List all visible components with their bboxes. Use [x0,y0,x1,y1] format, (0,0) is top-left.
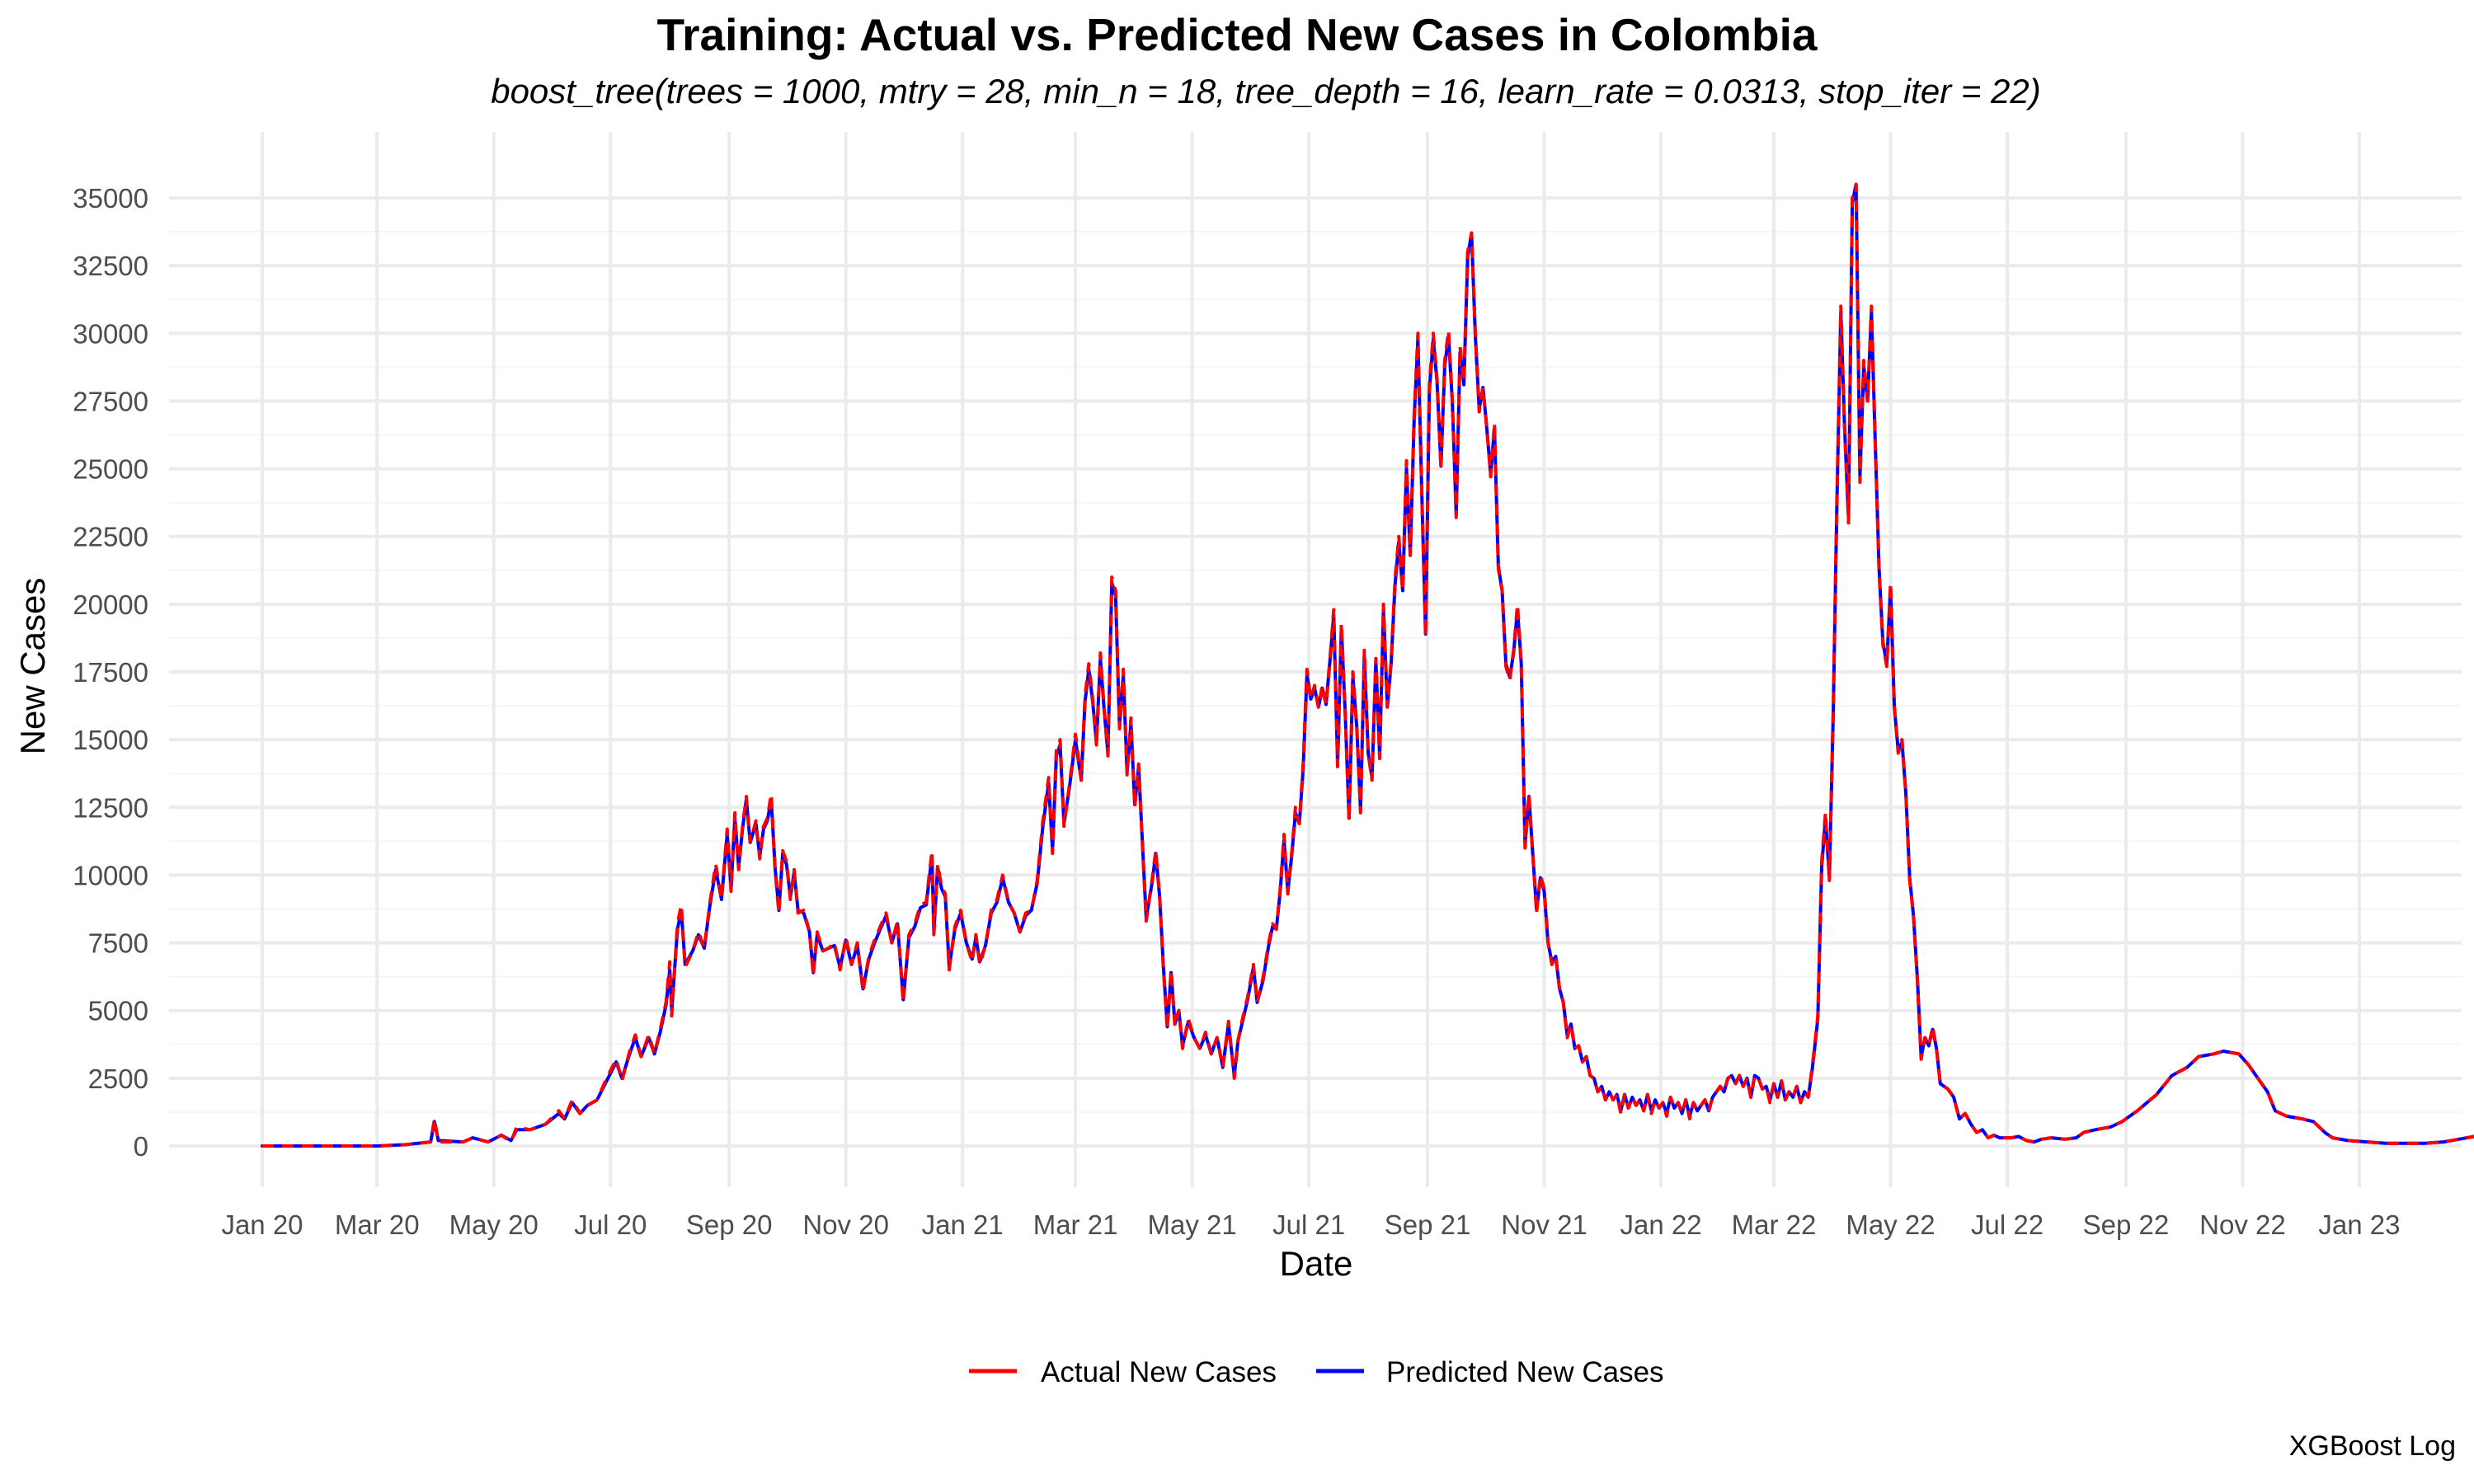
legend: Actual New Cases Predicted New Cases [969,1356,1664,1388]
chart-title: Training: Actual vs. Predicted New Cases… [656,9,1818,60]
x-tick-label: Jan 23 [2318,1209,2400,1240]
x-tick-label: Mar 22 [1732,1209,1817,1240]
series-line-actual [262,182,2474,1148]
y-tick-label: 35000 [73,183,148,214]
x-tick-label: Nov 21 [1501,1209,1587,1240]
x-tick-label: Nov 20 [802,1209,889,1240]
x-tick-label: Nov 22 [2199,1209,2286,1240]
x-tick-label: Jul 22 [1971,1209,2044,1240]
x-tick-label: Mar 21 [1033,1209,1118,1240]
series-line-predicted [261,182,2474,1148]
y-tick-label: 7500 [88,928,148,959]
y-tick-label: 30000 [73,318,148,349]
chart-caption: XGBoost Log [2288,1430,2456,1462]
legend-label-predicted: Predicted New Cases [1386,1356,1664,1388]
grid-lines [169,132,2462,1187]
y-tick-label: 0 [134,1131,148,1162]
y-tick-label: 25000 [73,454,148,485]
y-tick-label: 2500 [88,1064,148,1094]
y-tick-label: 5000 [88,996,148,1026]
y-tick-label: 32500 [73,251,148,281]
x-tick-label: Sep 21 [1385,1209,1471,1240]
x-tick-label: Jan 20 [221,1209,303,1240]
x-tick-label: Jan 22 [1620,1209,1702,1240]
y-tick-labels: 0 2500 5000 7500 10000 12500 15000 17500 20000 22… [73,183,148,1162]
y-tick-label: 12500 [73,792,148,823]
x-tick-label: Sep 20 [686,1209,773,1240]
x-tick-label: May 20 [449,1209,539,1240]
x-axis-title: Date [1280,1244,1353,1283]
series-lines [261,182,2474,1148]
y-tick-label: 10000 [73,860,148,890]
x-tick-label: Mar 20 [335,1209,420,1240]
x-tick-label: Sep 22 [2083,1209,2170,1240]
x-tick-label: Jul 21 [1272,1209,1345,1240]
y-tick-label: 17500 [73,657,148,688]
y-tick-label: 22500 [73,522,148,552]
y-tick-label: 27500 [73,386,148,416]
x-tick-label: May 21 [1148,1209,1237,1240]
x-tick-labels: Jan 20 Mar 20 May 20 Jul 20 Sep 20 Nov 20 Jan … [221,1209,2400,1240]
chart-subtitle: boost_tree(trees = 1000, mtry = 28, min_… [491,72,2041,110]
y-axis-title: New Cases [13,578,52,755]
x-tick-label: Jul 20 [574,1209,647,1240]
x-tick-label: Jan 21 [922,1209,1004,1240]
y-tick-label: 20000 [73,589,148,620]
legend-label-actual: Actual New Cases [1041,1356,1277,1388]
y-tick-label: 15000 [73,725,148,755]
x-tick-label: May 22 [1846,1209,1935,1240]
